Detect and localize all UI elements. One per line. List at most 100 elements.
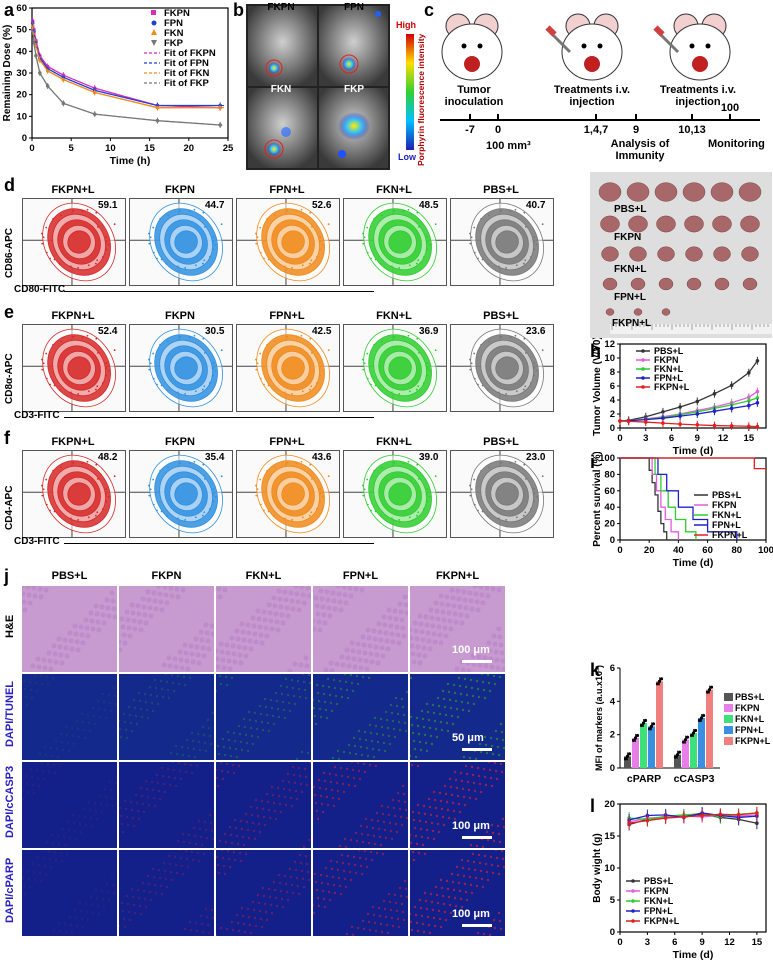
tick-147: 1,4,7 bbox=[583, 124, 609, 136]
event-dot bbox=[152, 503, 155, 506]
cell bbox=[294, 868, 298, 872]
event-dot bbox=[469, 494, 472, 497]
legend-label: FKPN bbox=[712, 500, 737, 510]
cell bbox=[261, 807, 265, 811]
cell bbox=[290, 804, 294, 808]
cell bbox=[394, 901, 398, 905]
cell bbox=[185, 738, 189, 742]
cell bbox=[396, 917, 400, 921]
cell bbox=[394, 624, 400, 630]
cell bbox=[56, 755, 60, 759]
event-dot bbox=[77, 518, 80, 521]
cell bbox=[251, 623, 257, 629]
cell bbox=[323, 905, 327, 909]
flow-value-e-3: 36.9 bbox=[419, 326, 439, 337]
cell bbox=[216, 863, 220, 867]
cell bbox=[43, 745, 47, 749]
cell bbox=[340, 774, 344, 778]
micro-image-2-1 bbox=[119, 762, 214, 848]
event-dot bbox=[113, 223, 116, 226]
cell bbox=[292, 661, 298, 667]
cell bbox=[125, 894, 129, 898]
cell bbox=[320, 802, 324, 806]
cell bbox=[449, 911, 453, 915]
cell bbox=[272, 603, 278, 609]
cell bbox=[442, 823, 446, 827]
cell bbox=[276, 588, 282, 594]
cell bbox=[404, 808, 408, 812]
cell bbox=[248, 646, 254, 652]
cell bbox=[418, 621, 424, 627]
cell bbox=[395, 632, 401, 638]
cell bbox=[45, 840, 49, 844]
cell bbox=[360, 753, 364, 757]
cell bbox=[181, 753, 185, 757]
cell bbox=[485, 593, 491, 599]
event-dot bbox=[426, 248, 429, 251]
cell bbox=[308, 762, 311, 764]
cell bbox=[489, 664, 495, 670]
cell bbox=[108, 701, 112, 705]
micro-row-label-3: DAPI/cPARP bbox=[4, 857, 16, 923]
cell bbox=[371, 826, 375, 830]
cell bbox=[264, 910, 268, 914]
event-dot bbox=[179, 461, 182, 464]
scale-label-3: 100 μm bbox=[452, 908, 490, 920]
cell bbox=[477, 774, 481, 778]
cell bbox=[346, 775, 350, 779]
panel-j-microscopy: PBS+L FKPN FKN+L FPN+L FKPN+L H&E 100 μm DAPI/T… bbox=[0, 566, 590, 966]
cell bbox=[454, 666, 460, 672]
cell bbox=[318, 707, 322, 711]
cell bbox=[375, 732, 379, 736]
event-dot bbox=[422, 508, 425, 510]
cell bbox=[123, 799, 127, 803]
micro-texture bbox=[216, 762, 311, 848]
cell bbox=[136, 809, 140, 813]
cell bbox=[478, 861, 482, 865]
event-dot bbox=[311, 352, 313, 354]
event-dot bbox=[408, 264, 411, 267]
tumor bbox=[629, 246, 647, 262]
cell bbox=[192, 826, 196, 830]
data-point bbox=[755, 396, 760, 400]
cell bbox=[327, 890, 331, 894]
event-dot bbox=[86, 334, 89, 337]
cell bbox=[302, 680, 306, 684]
cell bbox=[339, 654, 345, 660]
cell bbox=[413, 905, 417, 909]
cell bbox=[274, 896, 278, 900]
cell bbox=[101, 897, 105, 901]
cell bbox=[250, 615, 256, 621]
cell bbox=[108, 780, 112, 784]
step-treatment-2: Treatments i.v. injection bbox=[659, 84, 737, 108]
cell bbox=[380, 804, 384, 808]
cell bbox=[38, 594, 44, 600]
cell bbox=[70, 931, 74, 935]
cell bbox=[389, 703, 393, 707]
cell bbox=[358, 856, 362, 860]
cell bbox=[179, 665, 185, 671]
flow-value-f-0: 48.2 bbox=[98, 452, 118, 463]
cell bbox=[189, 763, 193, 767]
cell bbox=[152, 598, 158, 604]
cell bbox=[425, 630, 431, 636]
cell bbox=[434, 608, 440, 614]
data-dot bbox=[675, 753, 680, 757]
cell bbox=[49, 865, 53, 869]
cell bbox=[124, 807, 128, 811]
data-dot bbox=[699, 716, 704, 720]
event-dot bbox=[327, 223, 330, 226]
y-tick-label: 8 bbox=[610, 367, 615, 378]
cell bbox=[174, 863, 178, 867]
tumor bbox=[685, 246, 703, 262]
cell bbox=[403, 602, 408, 608]
cell bbox=[266, 602, 272, 608]
cell bbox=[98, 794, 102, 798]
cell bbox=[112, 891, 116, 895]
cell bbox=[178, 850, 182, 852]
event-dot bbox=[259, 251, 262, 254]
flow-title-e-4: PBS+L bbox=[483, 310, 519, 322]
data-point bbox=[736, 813, 741, 817]
